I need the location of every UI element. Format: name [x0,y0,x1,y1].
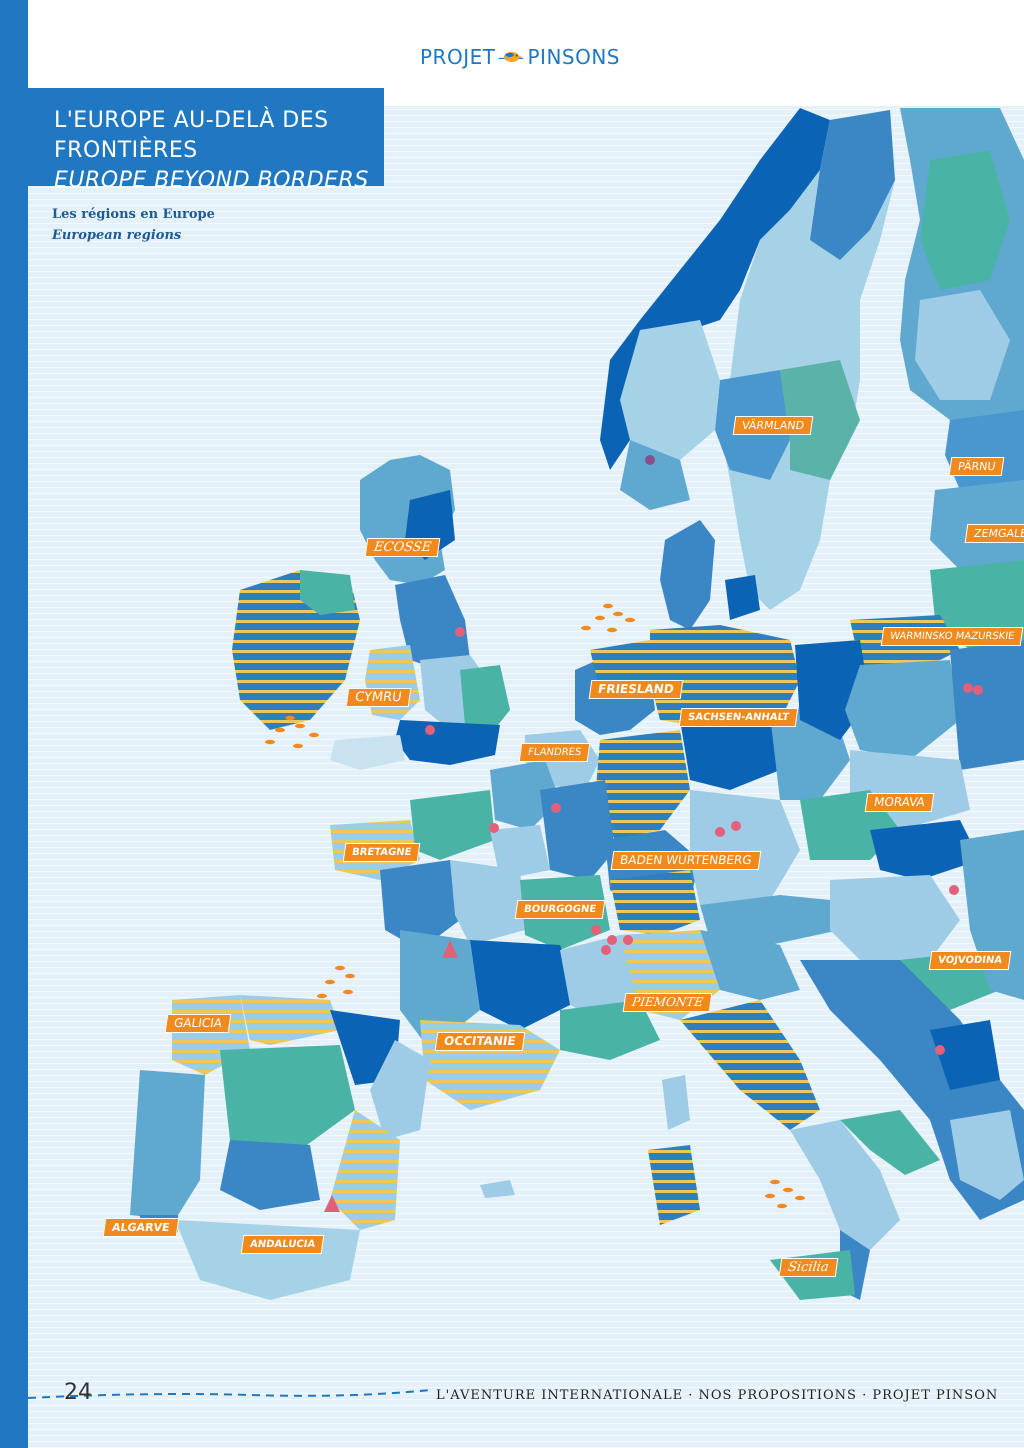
subtitle-english: European regions [52,228,182,243]
region-hauts-de-france [490,760,560,830]
label-morava: MORAVA [864,793,935,812]
logo-text-right: PINSONS [527,45,620,69]
map-subtitle: Les régions en Europe European regions [52,204,215,246]
label-varmland: VÄRMLAND [732,416,814,435]
title-french: L'EUROPE AU-DELÀ DES FRONTIÈRES [54,108,329,163]
label-bourgogne: BOURGOGNE [514,900,606,919]
region-puglia [840,1110,940,1175]
region-baleares [480,1180,515,1198]
label-bretagne: BRETAGNE [342,843,421,862]
region-finland-lakes [920,150,1010,290]
region-pays-de-la-loire [380,860,460,950]
region-estonia [945,410,1024,490]
fish-school-icon [581,603,635,633]
region-greece [950,1110,1024,1200]
logo-text-left: PROJET [420,45,496,69]
region-portugal [130,1070,205,1220]
region-denmark [660,520,715,630]
left-accent-bar [0,0,28,1448]
region-denmark-islands [725,575,760,620]
region-austria [700,895,840,945]
label-sicilia: Sicilia [778,1258,838,1277]
label-piemonte: PIEMONTE [622,993,713,1012]
region-sweden-north [810,110,895,260]
region-italy-centre [680,1000,820,1130]
region-wales [365,645,420,720]
region-norway-south [620,320,720,470]
label-algarve: ALGARVE [102,1218,179,1237]
label-flandres: FLANDRES [518,743,591,762]
region-northern-ireland [300,570,355,615]
label-galicia: GALICIA [164,1014,232,1033]
region-catalonia [370,1040,430,1140]
region-hungary [830,875,960,960]
region-italy-south [790,1120,900,1250]
region-sachsen-anhalt [680,715,780,790]
region-cornwall [330,735,405,770]
region-andalucia [175,1220,360,1300]
label-baden-wurtenberg: BADEN WURTENBERG [610,851,761,870]
region-norway-se [620,440,690,510]
region-corse [662,1075,690,1130]
label-friesland: FRIESLAND [588,680,684,699]
region-germany-west [595,730,690,840]
region-rhone-alpes [560,935,640,1020]
region-normandie [410,790,495,860]
region-bavaria [690,790,800,905]
region-auvergne [470,940,580,1030]
label-zemgale: ZEMGALE [964,524,1024,543]
label-warminsko-mazurskie: WARMINSKO MAZURSKIE [880,627,1024,646]
label-vojvodina: VOJVODINA [928,951,1012,970]
label-occitanie: OCCITANIE [434,1032,525,1051]
label-cymru: CYMRU [345,688,411,707]
region-sweden-mid [780,360,860,480]
region-provence [560,1000,660,1060]
label-parnu: PÄRNU [948,457,1005,476]
label-andalucia: ANDALUCIA [240,1235,325,1254]
title-box: L'EUROPE AU-DELÀ DES FRONTIÈRES EUROPE B… [28,88,384,193]
mountain-icon [324,940,458,1212]
region-sardegna [648,1145,700,1225]
fish-school-icon [765,1179,805,1209]
fish-school-icon [265,715,319,749]
region-serbia-south [930,1020,1000,1090]
footer-caption: L'AVENTURE INTERNATIONALE · NOS PROPOSIT… [436,1388,999,1403]
region-poland-east [950,640,1024,770]
region-finland-south [915,290,1010,400]
region-centre [450,860,525,945]
fish-school-icon [317,965,355,999]
region-ile-de-france [490,825,550,880]
footer-dashed-line [27,1389,431,1399]
finch-icon [499,52,524,62]
region-castilla [220,1045,355,1150]
subtitle-french: Les régions en Europe [52,207,215,222]
tree-icon [425,455,983,1055]
region-england-south [395,720,500,765]
label-sachsen-anhalt: SACHSEN-ANHALT [678,708,799,727]
region-madrid [220,1140,320,1210]
region-switzerland [610,870,700,935]
title-english: EUROPE BEYOND BORDERS [54,168,369,193]
region-england-east [460,665,510,735]
label-ecosse: ECOSSE [364,538,441,557]
region-valencia [330,1110,400,1230]
project-logo: PROJET PINSONS [420,40,620,74]
region-germany-north [650,625,800,730]
region-norway [600,108,830,470]
page-number: 24 [64,1380,92,1405]
region-italy-north-east [700,930,800,1000]
region-grand-est [540,780,615,880]
region-poland-mid [845,660,960,760]
region-asturias [240,995,340,1045]
region-england-north [395,575,470,670]
region-slovakia [870,820,980,880]
